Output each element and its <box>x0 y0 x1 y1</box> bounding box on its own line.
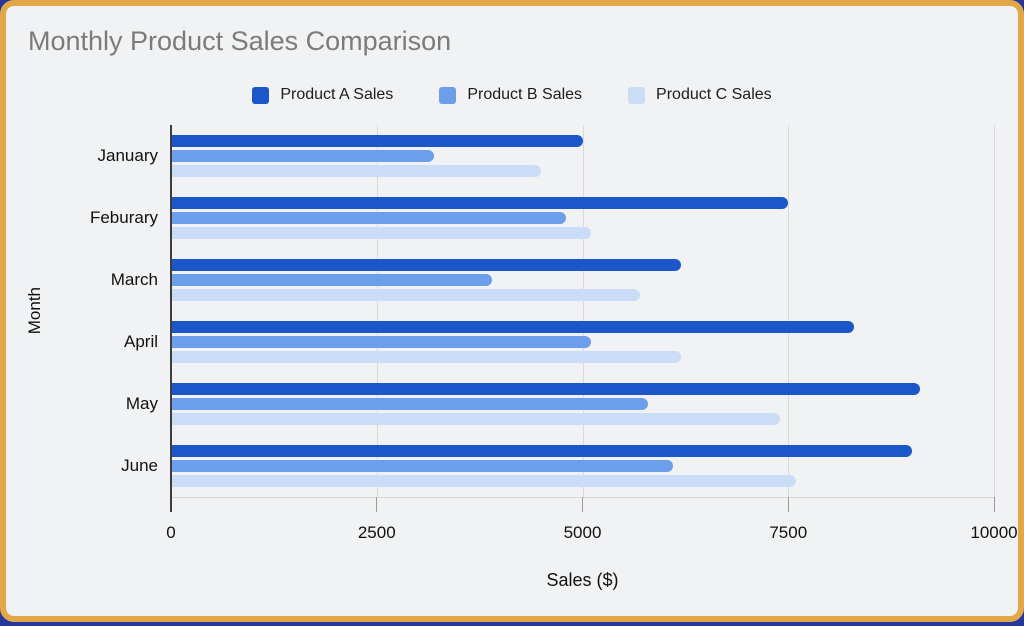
chart-title: Monthly Product Sales Comparison <box>28 26 452 56</box>
bar-product-b-sales-may <box>171 398 649 410</box>
axis-tick <box>582 497 583 512</box>
category-row-april: April <box>124 311 994 373</box>
bar-product-c-sales-march <box>171 289 641 301</box>
gridline <box>994 125 995 497</box>
bar-product-c-sales-may <box>171 413 781 425</box>
legend-swatch-icon <box>252 86 270 104</box>
legend-label: Product B Sales <box>467 86 583 103</box>
x-axis-title: Sales ($) <box>546 570 619 590</box>
axis-tick <box>376 497 378 512</box>
plot-area: January Feburary March April May June 0 2500 50… <box>90 125 1018 542</box>
category-label: April <box>123 332 158 351</box>
bar-product-a-sales-january <box>171 135 583 147</box>
bar-product-c-sales-feburary <box>171 227 591 239</box>
legend: Product A Sales Product B Sales Product C … <box>6 82 1018 108</box>
bar-product-b-sales-feburary <box>171 212 567 224</box>
y-axis-line <box>170 125 172 512</box>
bar-product-b-sales-june <box>171 460 674 472</box>
category-label: May <box>125 394 158 413</box>
category-label: January <box>97 146 158 165</box>
gridline <box>788 125 790 497</box>
bar-product-c-sales-april <box>171 351 682 363</box>
category-row-march: March <box>111 249 994 311</box>
legend-swatch-icon <box>628 86 646 104</box>
bar-groups: January Feburary March April May June <box>90 125 994 497</box>
legend-label: Product A Sales <box>280 86 394 103</box>
bar-product-a-sales-feburary <box>171 197 789 209</box>
y-axis-title: Month <box>25 287 44 335</box>
legend-item-product-c-sales: Product C Sales <box>628 86 772 104</box>
bar-product-a-sales-june <box>171 445 912 457</box>
bar-product-a-sales-april <box>171 321 855 333</box>
tick-label: 10000 <box>970 523 1018 542</box>
tick-label: 7500 <box>769 523 808 542</box>
bar-product-b-sales-april <box>171 336 591 348</box>
category-row-january: January <box>98 125 994 187</box>
y-axis-title-wrap: Month <box>24 125 46 497</box>
axis-tick <box>787 497 789 512</box>
category-row-feburary: Feburary <box>90 187 994 249</box>
bar-product-a-sales-march <box>171 259 682 271</box>
axis-tick <box>993 497 995 512</box>
category-row-may: May <box>126 373 994 435</box>
bar-product-b-sales-january <box>171 150 435 162</box>
gridline <box>376 125 378 497</box>
tick-label: 2500 <box>357 523 396 542</box>
bar-product-b-sales-march <box>171 274 492 286</box>
bar-product-a-sales-may <box>171 383 920 395</box>
tick-label: 0 <box>166 523 176 542</box>
category-row-june: June <box>121 435 994 497</box>
category-label: Feburary <box>89 208 158 227</box>
legend-item-product-b-sales: Product B Sales <box>439 86 582 104</box>
category-label: June <box>121 456 158 475</box>
legend-item-product-a-sales: Product A Sales <box>252 86 393 104</box>
bar-product-c-sales-january <box>171 165 542 177</box>
bar-product-c-sales-june <box>171 475 797 487</box>
category-label: March <box>110 270 158 289</box>
gridline <box>582 125 584 497</box>
legend-swatch-icon <box>439 86 457 104</box>
legend-label: Product C Sales <box>656 86 772 103</box>
tick-label: 5000 <box>563 523 602 542</box>
